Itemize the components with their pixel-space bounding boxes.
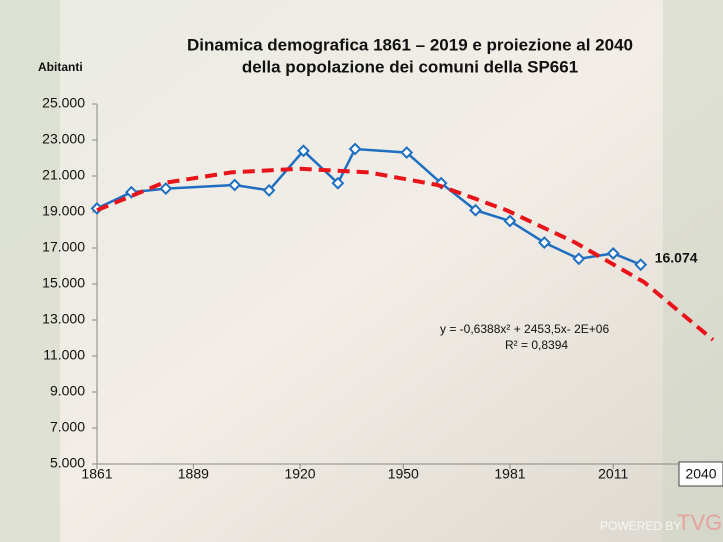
point bbox=[606, 246, 620, 260]
y-tick-label: 25.000 bbox=[42, 95, 85, 111]
y-tick-label: 9.000 bbox=[50, 383, 85, 399]
y-tick-label: 21.000 bbox=[42, 167, 85, 183]
point bbox=[634, 258, 648, 272]
series-line bbox=[96, 166, 715, 342]
x-tick-label: 2040 bbox=[685, 466, 716, 482]
point bbox=[503, 214, 517, 228]
x-tick-box bbox=[678, 461, 723, 487]
chart-title: della popolazione dei comuni della SP661 bbox=[242, 57, 578, 76]
data-label: 16.074 bbox=[655, 249, 698, 265]
point bbox=[159, 182, 173, 196]
watermark: TVG.it bbox=[677, 510, 723, 535]
y-tick-label: 13.000 bbox=[42, 311, 85, 327]
y-tick-label: 11.000 bbox=[43, 347, 85, 363]
point bbox=[262, 183, 276, 197]
annotation: y = -0,6388x² + 2453,5x- 2E+06 bbox=[440, 322, 609, 336]
background-shade bbox=[663, 0, 723, 542]
x-tick-label: 1920 bbox=[284, 466, 315, 482]
x-tick-label: 2011 bbox=[598, 466, 628, 482]
point bbox=[297, 144, 310, 158]
y-tick-label: 17.000 bbox=[42, 239, 85, 255]
watermark: POWERED BY bbox=[600, 519, 681, 533]
y-tick-label: 19.000 bbox=[42, 203, 85, 219]
y-tick-label: 7.000 bbox=[50, 419, 85, 435]
background-shade bbox=[0, 0, 60, 542]
y-tick-label: 5.000 bbox=[50, 455, 85, 471]
series-line bbox=[96, 147, 642, 266]
point bbox=[572, 252, 586, 266]
point bbox=[348, 142, 362, 156]
y-axis-label: Abitanti bbox=[38, 60, 83, 74]
point bbox=[228, 178, 242, 192]
x-tick-label: 1981 bbox=[494, 466, 525, 482]
y-tick-label: 15.000 bbox=[42, 275, 85, 291]
y-tick-label: 23.000 bbox=[42, 131, 85, 147]
x-tick-label: 1950 bbox=[388, 466, 419, 482]
point bbox=[331, 176, 345, 190]
x-tick-label: 1889 bbox=[178, 466, 209, 482]
point bbox=[537, 236, 551, 250]
annotation: R² = 0,8394 bbox=[505, 338, 568, 352]
point bbox=[469, 203, 482, 217]
x-tick-label: 1861 bbox=[81, 466, 112, 482]
chart-title: Dinamica demografica 1861 – 2019 e proie… bbox=[187, 35, 633, 54]
point bbox=[400, 146, 414, 160]
